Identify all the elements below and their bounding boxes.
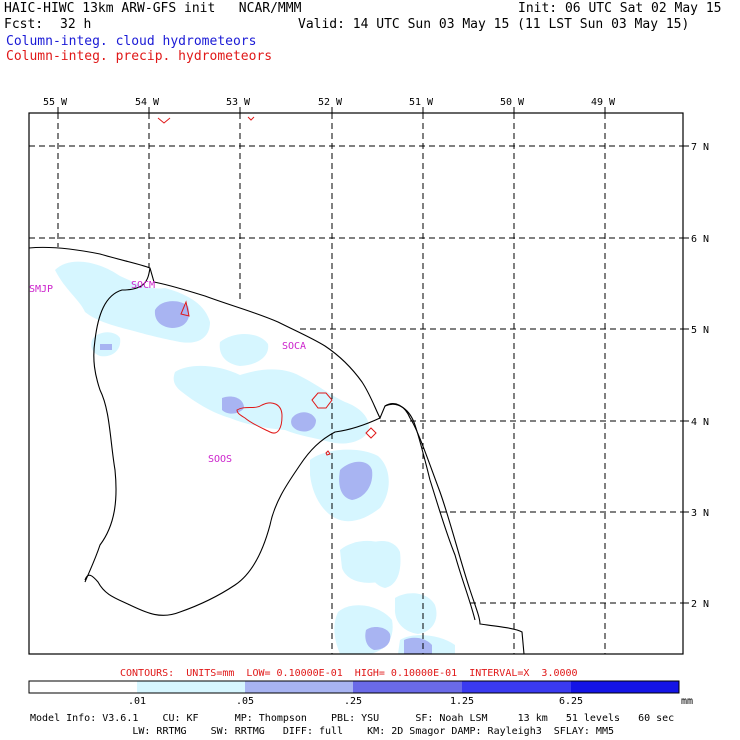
lat-label-5n: 5 N — [691, 325, 709, 336]
cloud-region-central — [219, 333, 269, 366]
model-info-line-2: LW: RRTMG SW: RRTMG DIFF: full KM: 2D Sm… — [30, 726, 614, 737]
contours-info: CONTOURS: UNITS=mm LOW= 0.10000E-01 HIGH… — [120, 668, 578, 679]
colorbar-frame — [28, 680, 680, 694]
lon-label-54w: 54 W — [135, 97, 160, 108]
cloud-core-south — [339, 461, 373, 500]
field-name-precip: Column-integ. precip. hydrometeors — [6, 49, 273, 64]
lon-label-52w: 52 W — [318, 97, 343, 108]
border-suriname-guyana — [84, 267, 151, 583]
forecast-hour-label: Fcst: — [4, 17, 44, 32]
cloud-region-east — [366, 540, 401, 588]
lon-label-51w: 51 W — [409, 97, 434, 108]
valid-time: Valid: 14 UTC Sun 03 May 15 (11 LST Sun … — [298, 17, 690, 32]
station-label-smjp: SMJP — [29, 284, 53, 295]
border-guiana-brazil — [384, 403, 476, 621]
colorbar-tick-2: .25 — [344, 696, 362, 707]
cloud-core-nw — [154, 301, 190, 328]
cloud-core-bottom — [365, 626, 391, 650]
field-name-cloud: Column-integ. cloud hydrometeors — [6, 34, 257, 49]
graticule — [29, 113, 683, 654]
colorbar-unit: mm — [681, 696, 693, 707]
cloud-region-southeast — [394, 593, 437, 634]
cloud-hydrometeor-fill — [55, 261, 455, 654]
precip-contour-top2 — [247, 116, 255, 121]
precip-contour-diamond — [365, 427, 377, 439]
colorbar-tick-3: 1.25 — [450, 696, 474, 707]
cloud-region-band — [173, 365, 369, 444]
border-suriname-guiana — [84, 417, 381, 616]
colorbar-bin-4 — [462, 681, 571, 693]
lat-label-6n: 6 N — [691, 234, 709, 245]
colorbar-bin-1 — [137, 681, 245, 693]
colorbar-tick-4: 6.25 — [559, 696, 583, 707]
colorbar-bin-5 — [571, 681, 679, 693]
station-label-soca: SOCA — [282, 341, 306, 352]
lon-label-53w: 53 W — [226, 97, 251, 108]
axis-ticks — [57, 107, 689, 604]
station-label-soos: SOOS — [208, 454, 232, 465]
cloud-region-northwest — [55, 261, 210, 343]
lat-label-7n: 7 N — [691, 142, 709, 153]
model-info-line-1: Model Info: V3.6.1 CU: KF MP: Thompson P… — [30, 713, 675, 724]
precip-contour-hex — [311, 392, 333, 409]
lat-label-4n: 4 N — [691, 417, 709, 428]
map-title: HAIC-HIWC 13km ARW-GFS init NCAR/MMM — [4, 1, 302, 16]
forecast-hour-value: 32 h — [60, 17, 92, 32]
colorbar-bin-0 — [29, 681, 137, 693]
init-time: Init: 06 UTC Sat 02 May 15 — [518, 1, 722, 16]
precip-hydrometeor-contours — [157, 116, 377, 456]
lat-label-3n: 3 N — [691, 508, 709, 519]
cloud-core-bottom-east — [404, 637, 432, 654]
lon-label-49w: 49 W — [591, 97, 616, 108]
lon-label-55w: 55 W — [43, 97, 68, 108]
lat-label-2n: 2 N — [691, 599, 709, 610]
coastline — [28, 246, 525, 655]
precip-contour-dot — [325, 450, 331, 456]
colorbar-tick-0: .01 — [128, 696, 146, 707]
lon-label-50w: 50 W — [500, 97, 525, 108]
precip-contour-nw — [180, 300, 190, 317]
station-label-socm: SOCM — [131, 280, 155, 291]
cloud-core-w — [100, 344, 112, 350]
colorbar-tick-1: .05 — [236, 696, 254, 707]
coastline-borders — [28, 246, 525, 655]
colorbar-bin-3 — [353, 681, 462, 693]
colorbar — [28, 680, 680, 694]
cloud-core-east — [291, 412, 316, 432]
precip-contour-large — [236, 402, 283, 434]
precip-contour-top1 — [157, 117, 171, 124]
colorbar-bin-2 — [245, 681, 353, 693]
map-frame — [28, 112, 684, 655]
